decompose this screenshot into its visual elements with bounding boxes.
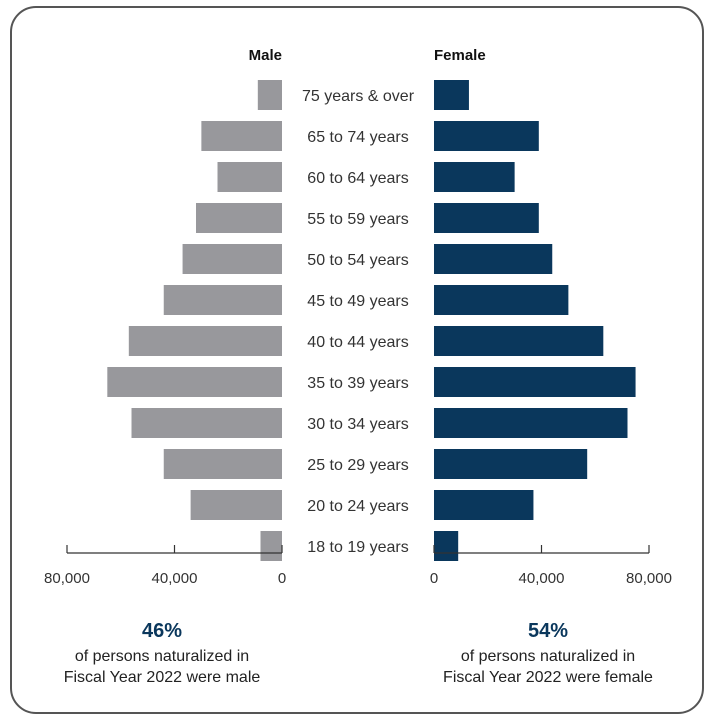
female-tick-label: 40,000 [519, 570, 565, 587]
male-tick-label: 40,000 [152, 570, 198, 587]
male-bar [107, 367, 282, 397]
category-label: 25 to 29 years [307, 457, 408, 474]
male-bar [163, 449, 282, 479]
male-bar [196, 203, 282, 233]
male-bar [201, 121, 282, 151]
category-label: 55 to 59 years [307, 211, 408, 228]
female-bar [434, 244, 553, 274]
male-bar [163, 285, 282, 315]
male-tick-label: 80,000 [44, 570, 90, 587]
female-bar [434, 203, 539, 233]
female-bar [434, 80, 469, 110]
male-note-line2: Fiscal Year 2022 were male [63, 669, 261, 686]
male-percent: 46% [141, 620, 183, 642]
category-label: 30 to 34 years [307, 416, 408, 433]
female-bar [434, 490, 534, 520]
female-bar [434, 326, 604, 356]
female-bar [434, 285, 569, 315]
female-bar [434, 408, 628, 438]
male-bar [190, 490, 282, 520]
female-bar [434, 367, 636, 397]
category-label: 60 to 64 years [307, 170, 408, 187]
female-note-line2: Fiscal Year 2022 were female [443, 669, 653, 686]
female-bars [434, 80, 636, 561]
male-bar [257, 80, 282, 110]
female-bar [434, 121, 539, 151]
category-label: 65 to 74 years [307, 129, 408, 146]
female-bar [434, 449, 588, 479]
female-bar [434, 162, 515, 192]
male-bar [260, 531, 282, 561]
male-bar [182, 244, 282, 274]
category-label: 20 to 24 years [307, 498, 408, 515]
x-axes: 80,000 80,000 40,000 40,000 0 0 [44, 545, 672, 587]
male-series-title: Male [249, 47, 282, 64]
category-label: 45 to 49 years [307, 293, 408, 310]
female-note-line1: of persons naturalized in [460, 648, 636, 665]
male-note-line1: of persons naturalized in [74, 648, 250, 665]
female-tick-label: 0 [430, 570, 438, 587]
male-bar [131, 408, 282, 438]
male-bars [107, 80, 282, 561]
category-labels: 75 years & over 65 to 74 years 60 to 64 ye… [302, 88, 415, 556]
population-pyramid-chart: Male Female 75 years & over 65 to 74 year… [44, 47, 672, 587]
male-bar [217, 162, 282, 192]
category-label: 50 to 54 years [307, 252, 408, 269]
male-bar [128, 326, 282, 356]
category-label: 75 years & over [302, 88, 415, 105]
chart-card [10, 6, 704, 714]
female-tick-label: 80,000 [626, 570, 672, 587]
category-label: 40 to 44 years [307, 334, 408, 351]
male-tick-label: 0 [278, 570, 286, 587]
category-label: 35 to 39 years [307, 375, 408, 392]
female-bar [434, 531, 459, 561]
female-percent: 54% [527, 620, 569, 642]
category-label: 18 to 19 years [307, 539, 408, 556]
female-series-title: Female [434, 47, 486, 64]
